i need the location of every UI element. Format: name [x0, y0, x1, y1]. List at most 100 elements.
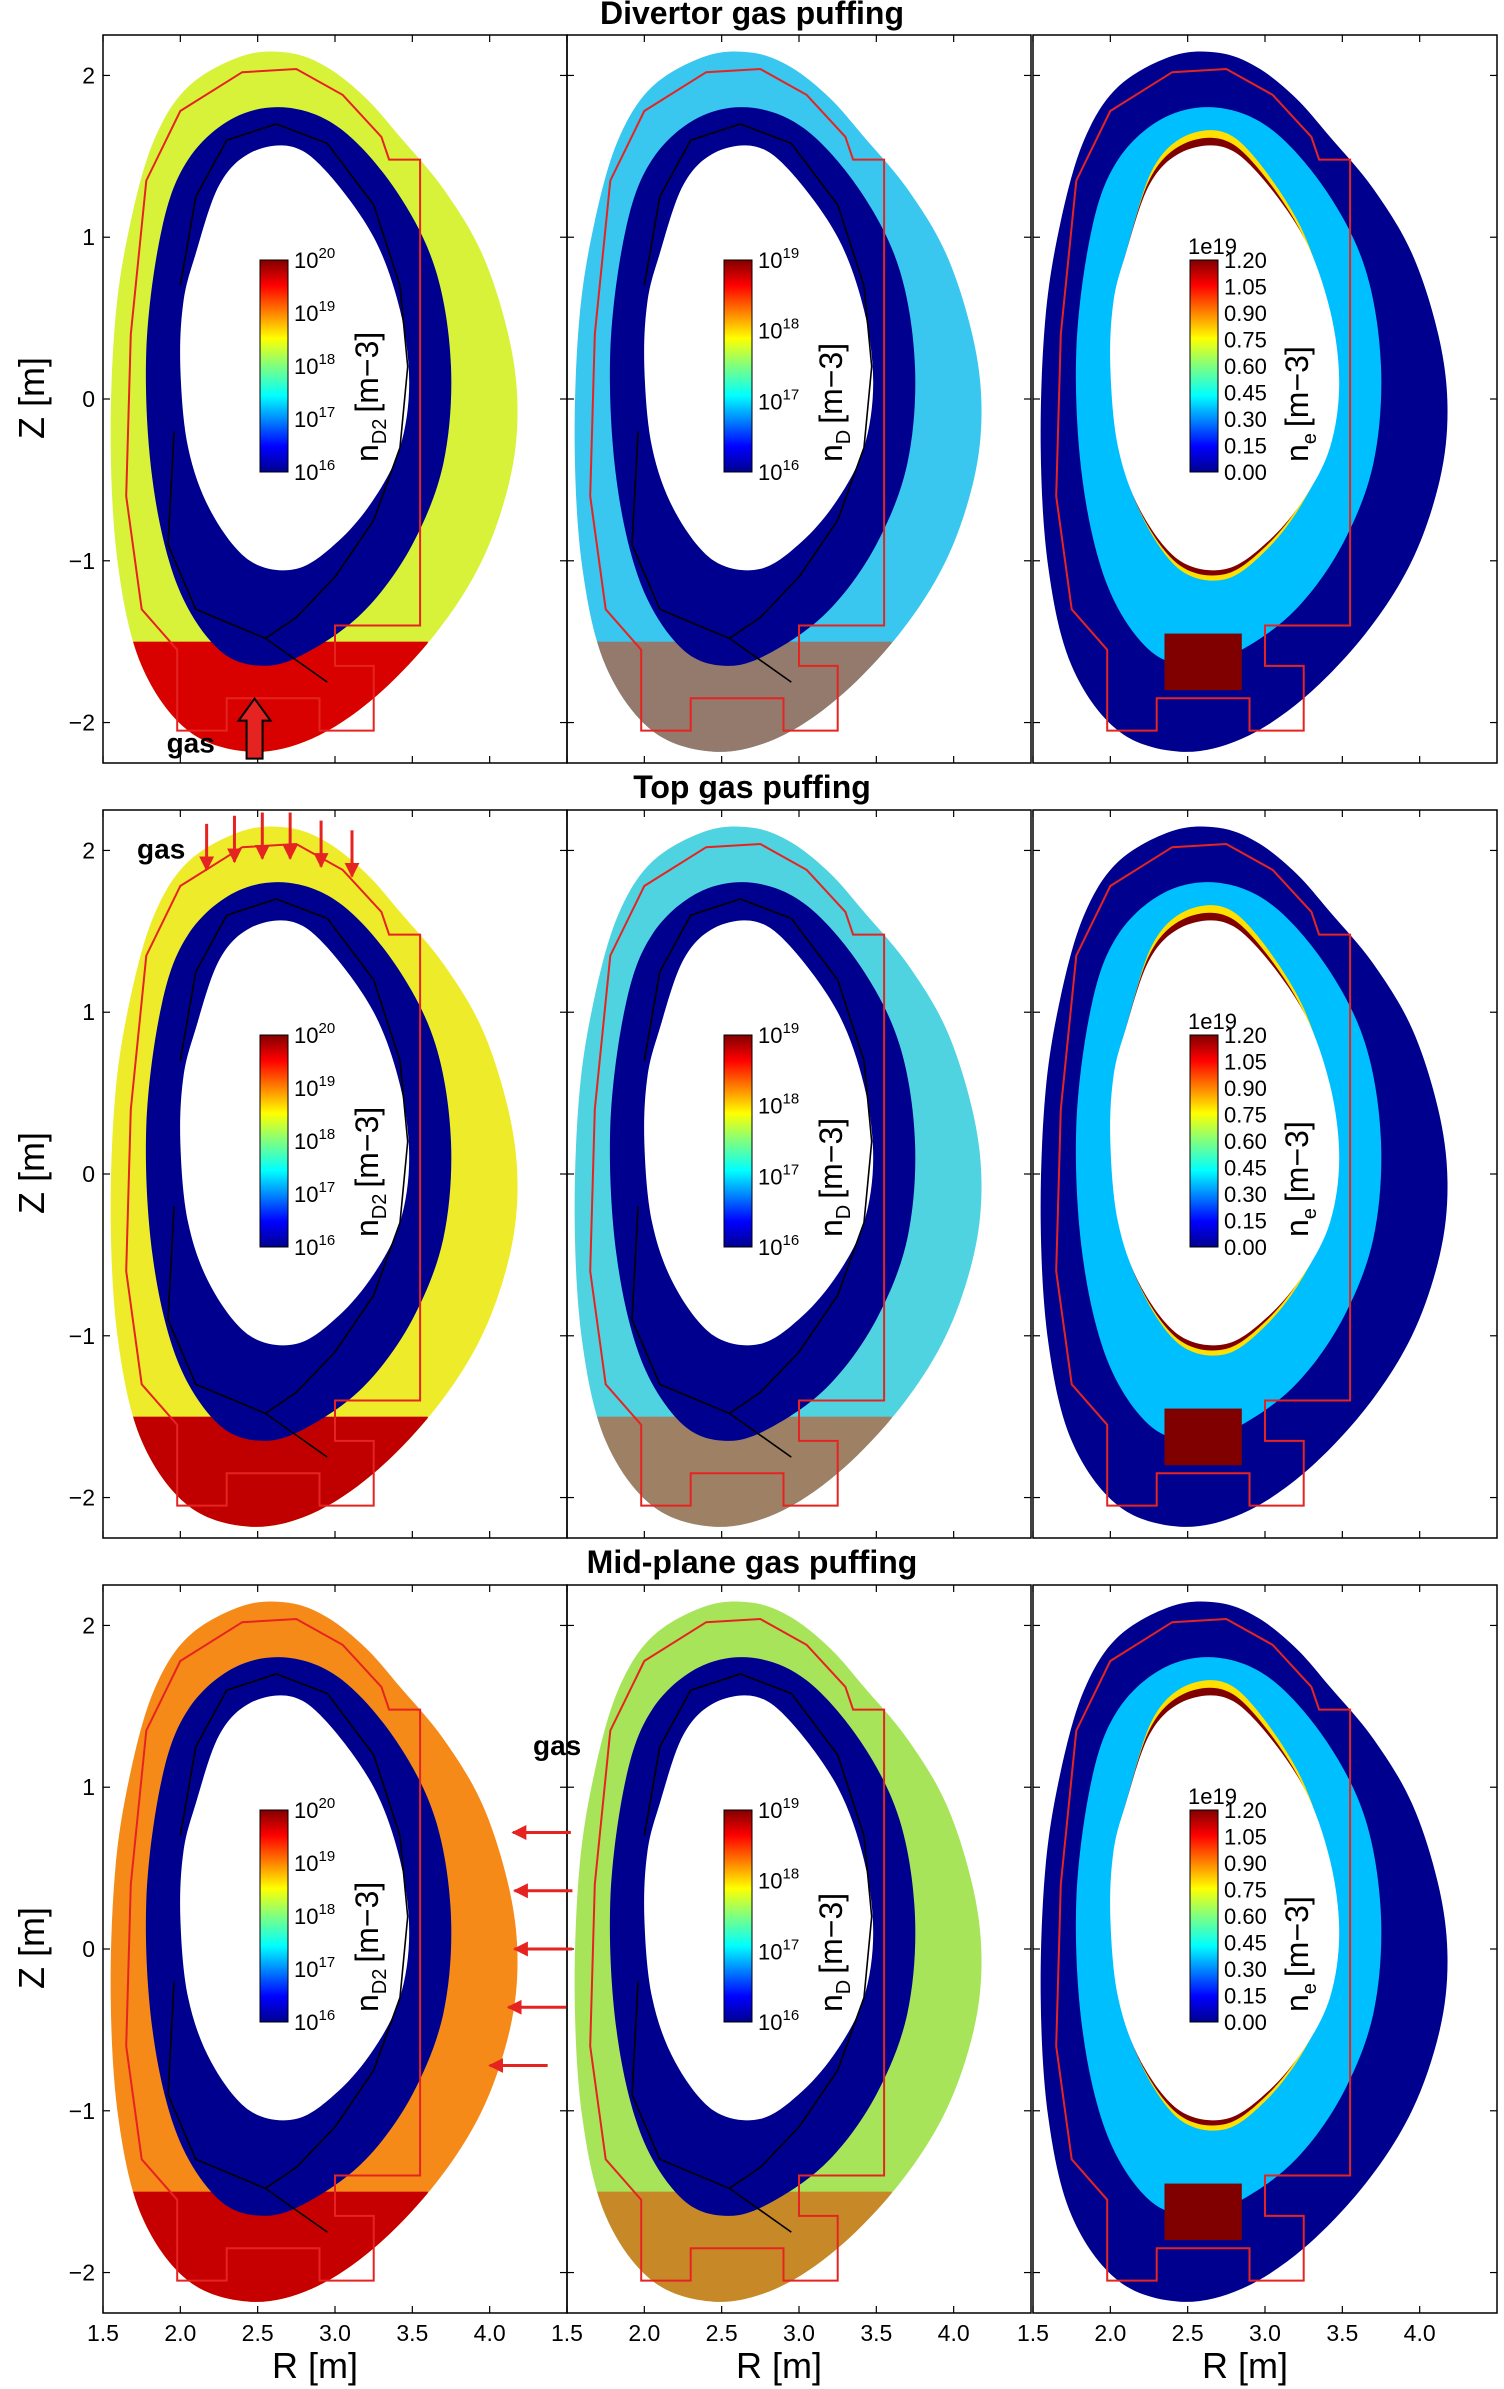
first-wall-outline	[125, 67, 422, 732]
x-tick-label: 4.0	[1404, 2320, 1436, 2346]
colorbar-label: nD[m−3]	[813, 1893, 855, 2012]
colorbar-tick-label: 0.75	[1224, 1878, 1267, 1903]
colorbar-tick-label: 0.15	[1224, 1209, 1267, 1234]
colorbar-label-unit: [m−3]	[1279, 1896, 1315, 1977]
colorbar-tick-exponent: 16	[318, 2007, 335, 2024]
colorbar-tick-label: 0.45	[1224, 1931, 1267, 1956]
x-tick-label: 3.0	[319, 2320, 351, 2346]
x-tick-label: 3.5	[396, 2320, 428, 2346]
colorbar-label-unit: [m−3]	[349, 332, 385, 413]
colorbar-tick-exponent: 19	[782, 1020, 799, 1037]
x-tick-label: 1.5	[87, 2320, 119, 2346]
x-tick-label: 2.0	[628, 2320, 660, 2346]
colorbar-tick-label: 0.90	[1224, 301, 1267, 326]
x-tick-label: 3.0	[1249, 2320, 1281, 2346]
colorbar-tick-label: 0.90	[1224, 1076, 1267, 1101]
colorbar-tick-label: 0.75	[1224, 328, 1267, 353]
gas-annotation: gas	[167, 696, 273, 760]
colorbar	[723, 1809, 753, 2023]
colorbar-label-unit: [m−3]	[1279, 346, 1315, 427]
separatrix	[643, 123, 873, 640]
colorbar-tick-label: 0.60	[1224, 354, 1267, 379]
colorbar	[723, 1034, 753, 1248]
row-title: Top gas puffing	[633, 769, 871, 805]
y-tick-label: 0	[82, 1161, 95, 1187]
colorbar-tick-label: 1.20	[1224, 1023, 1267, 1048]
colorbar-tick-label: 0.30	[1224, 1182, 1267, 1207]
colorbar-tick-label: 0.00	[1224, 1235, 1267, 1260]
y-tick-label: −2	[69, 1485, 95, 1511]
colorbar-tick-exponent: 19	[318, 1073, 335, 1090]
colorbar-tick-exponent: 17	[782, 386, 799, 403]
colorbar-tick-exponent: 19	[782, 245, 799, 262]
separatrix	[643, 1673, 873, 2190]
colorbar-tick-exponent: 16	[782, 1232, 799, 1249]
panel-ne: 1.5 2.0 2.5 3.0 3.5 4.01.201.050.900.750.600.…	[1017, 1584, 1498, 2346]
colorbar-label-sub: D	[833, 1980, 855, 1994]
colorbar-label-unit: [m−3]	[813, 1893, 849, 1974]
panel-body	[110, 1601, 518, 2302]
colorbar-label-sub: D2	[369, 419, 391, 445]
colorbar-label-sub: e	[1299, 1208, 1321, 1219]
colorbar-tick-exponent: 20	[318, 1020, 335, 1037]
separatrix-leg	[631, 431, 792, 683]
colorbar-tick-exponent: 18	[782, 1091, 799, 1108]
row-title: Mid-plane gas puffing	[587, 1544, 918, 1580]
x-tick-label: 2.0	[164, 2320, 196, 2346]
first-wall-outline	[589, 842, 886, 1507]
colorbar	[1189, 259, 1219, 473]
colorbar	[259, 1034, 289, 1248]
colorbar-tick-exponent: 16	[782, 2007, 799, 2024]
colorbar-tick-label: 0.45	[1224, 1156, 1267, 1181]
colorbar-label-sub: D	[833, 430, 855, 444]
y-tick-label: 1	[82, 999, 95, 1025]
colorbar-offset: 1e19	[1188, 1784, 1237, 1809]
y-tick-label: 2	[82, 62, 95, 88]
first-wall-outline	[125, 842, 422, 1507]
colorbar-tick-label: 1.05	[1224, 1825, 1267, 1850]
separatrix-leg	[631, 1206, 792, 1458]
y-tick-label: −1	[69, 2098, 95, 2124]
colorbar-tick-exponent: 18	[782, 316, 799, 333]
ne-divertor	[1164, 633, 1242, 691]
x-tick-label: 1.5	[551, 2320, 583, 2346]
colorbar-label-sub: D	[833, 1205, 855, 1219]
first-wall-outline	[589, 67, 886, 732]
y-tick-label: −1	[69, 1323, 95, 1349]
first-wall-outline	[1055, 67, 1352, 732]
x-tick-label: 2.5	[242, 2320, 274, 2346]
colorbar-label-sub: D2	[369, 1969, 391, 1995]
colorbar-label-unit: [m−3]	[349, 1107, 385, 1188]
colorbar-tick-label: 0.30	[1224, 1957, 1267, 1982]
colorbar-label-unit: [m−3]	[1279, 1121, 1315, 1202]
gas-label: gas	[533, 1730, 581, 1761]
panel-body	[574, 1601, 982, 2302]
colorbar-tick-label: 1017	[758, 1936, 799, 1964]
x-tick-label: 2.5	[706, 2320, 738, 2346]
colorbar-tick-exponent: 18	[318, 1901, 335, 1918]
x-axis-label: R [m]	[1202, 2345, 1288, 2386]
colorbar-tick-exponent: 18	[318, 351, 335, 368]
colorbar-label: nD2[m−3]	[349, 1107, 391, 1237]
colorbar-tick-label: 0.90	[1224, 1851, 1267, 1876]
colorbar-tick-label: 0.60	[1224, 1904, 1267, 1929]
y-axis-label: Z [m]	[11, 1907, 52, 1989]
colorbar-offset: 1e19	[1188, 234, 1237, 259]
colorbar-tick-label: 1.20	[1224, 1798, 1267, 1823]
colorbar-tick-label: 1.20	[1224, 248, 1267, 273]
x-tick-label: 2.0	[1094, 2320, 1126, 2346]
panel-body	[1040, 1601, 1448, 2302]
x-tick-label: 3.5	[1326, 2320, 1358, 2346]
colorbar-tick-exponent: 20	[318, 1795, 335, 1812]
y-tick-label: −1	[69, 548, 95, 574]
core-hole	[180, 920, 410, 1346]
y-tick-label: 0	[82, 386, 95, 412]
colorbar-offset: 1e19	[1188, 1009, 1237, 1034]
separatrix-leg	[167, 431, 328, 683]
gas-label: gas	[137, 834, 185, 865]
colorbar-label-unit: [m−3]	[813, 343, 849, 424]
x-tick-label: 4.0	[474, 2320, 506, 2346]
